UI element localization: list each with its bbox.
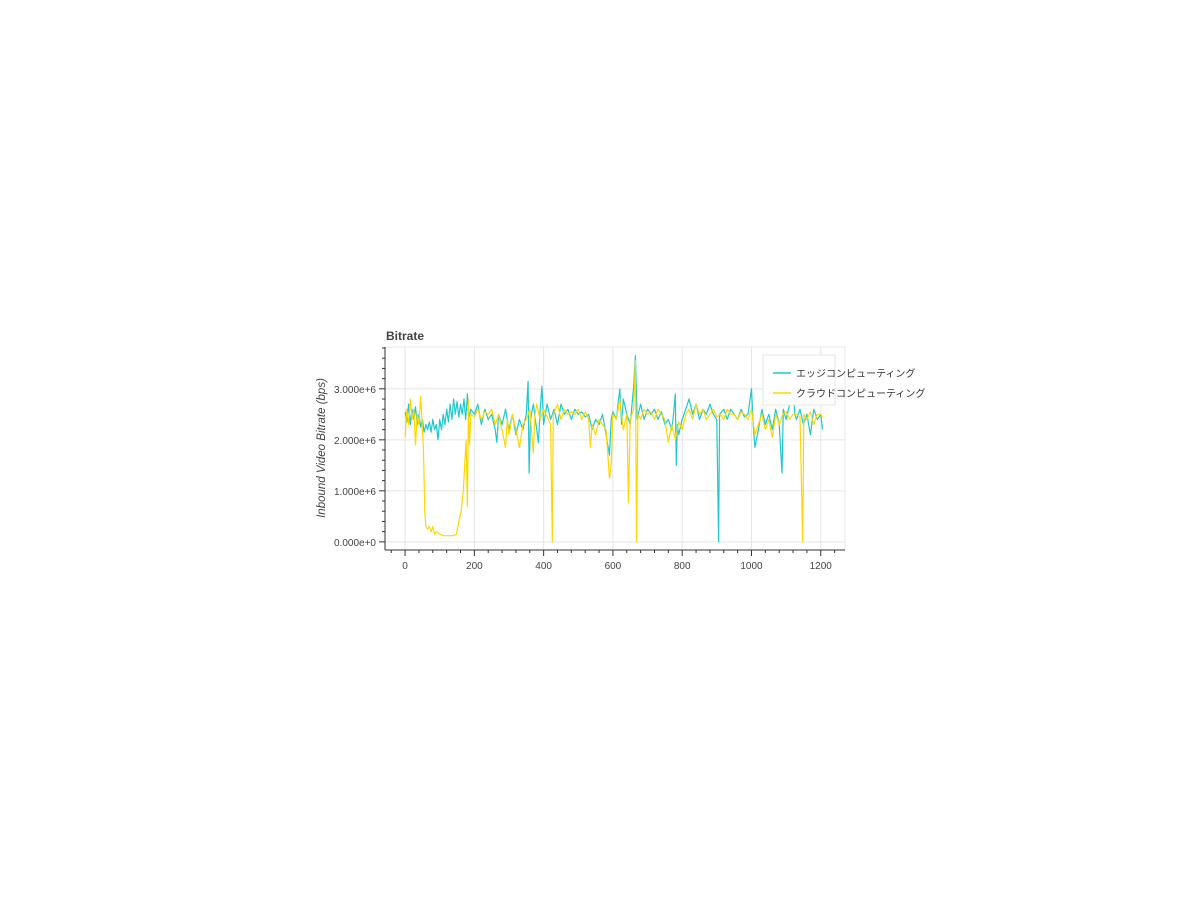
series-line-1 [404, 360, 824, 543]
y-axis-label: Inbound Video Bitrate (bps) [316, 378, 328, 518]
y-tick-label: 1.000e+6 [334, 487, 376, 498]
legend-label-edge: エッジコンピューティング [796, 367, 915, 380]
x-tick-label: 800 [674, 561, 691, 572]
legend-label-cloud: クラウドコンピューティング [796, 387, 925, 400]
x-tick-label: 600 [605, 561, 622, 572]
series-lines [404, 355, 824, 543]
x-tick-label: 1000 [740, 561, 763, 572]
x-tick-label: 1200 [810, 561, 833, 572]
legend: エッジコンピューティング クラウドコンピューティング [762, 354, 925, 406]
legend-box [762, 354, 836, 406]
y-tick-label: 2.000e+6 [334, 436, 376, 447]
x-tick-label: 0 [402, 561, 408, 572]
axes: 0 200 400 600 800 1000 1200 0.000e+0 1.000e+6 2.0… [334, 347, 845, 572]
y-tick-label: 0.000e+0 [334, 538, 376, 549]
chart-title: Bitrate [386, 329, 424, 343]
x-tick-label: 200 [466, 561, 483, 572]
x-tick-label: 400 [535, 561, 552, 572]
y-tick-label: 3.000e+6 [334, 385, 376, 396]
